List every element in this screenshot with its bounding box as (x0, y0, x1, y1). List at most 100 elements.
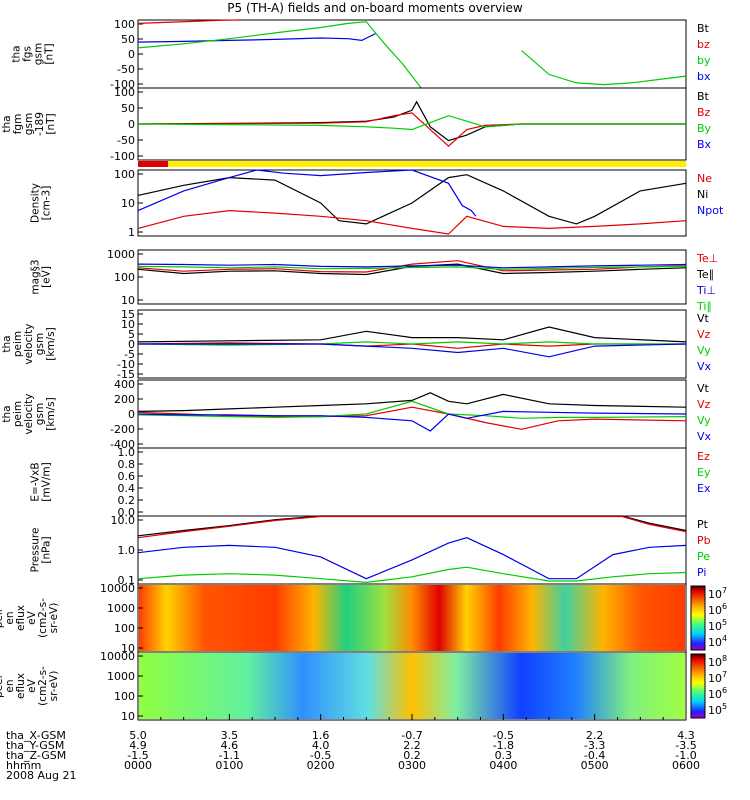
date-label: 2008 Aug 21 (6, 769, 76, 782)
legend-entry: Ex (697, 482, 711, 495)
ephemeris-value: -1.0 (675, 749, 696, 762)
ephemeris-value: 0200 (307, 759, 335, 772)
y-tick-label: -5 (124, 348, 135, 361)
ephemeris-value: 0100 (215, 759, 243, 772)
y-tick-label: 1000 (107, 248, 135, 261)
legend-entry: Vz (697, 398, 711, 411)
y-tick-label: 1 (128, 226, 135, 239)
y-tick-label: 50 (121, 33, 135, 46)
y-tick-label: 0 (128, 338, 135, 351)
y-tick-label: 50 (121, 102, 135, 115)
legend-entry: Ey (697, 466, 711, 479)
legend-entry: Npot (697, 204, 724, 217)
panel-frame (137, 19, 687, 89)
y-axis-label: E=-VxB[mV/m] (30, 462, 53, 501)
series-line-Pb (137, 515, 687, 539)
legend-entry: Pt (697, 518, 709, 531)
series-line-Ni (137, 174, 687, 225)
ephemeris-value: 4.0 (312, 739, 330, 752)
legend-entry: Ti∥ (696, 300, 712, 313)
y-tick-label: -100 (110, 78, 135, 91)
y-tick-label: 10 (121, 318, 135, 331)
ephemeris-value: 0.3 (495, 749, 513, 762)
y-axis-label: thapeerenefluxeV(cm2-s-sr-eV) (0, 666, 60, 706)
chart-title: P5 (TH-A) fields and on-board moments ov… (227, 1, 523, 15)
series-line-bz (137, 19, 239, 24)
legend-entry: Vy (697, 414, 711, 427)
series-line-Vy (137, 400, 687, 419)
series-line-Ti_par (137, 265, 687, 270)
spectrogram-image (139, 653, 685, 719)
colorbar (690, 585, 706, 651)
quality-bar-yellow (138, 161, 686, 167)
y-tick-label: 10000 (100, 650, 135, 663)
colorbar-tick-label: 107 (708, 586, 727, 601)
y-tick-label: 100 (114, 86, 135, 99)
series-line-Pt (137, 515, 687, 537)
legend-entry: bz (697, 38, 710, 51)
y-tick-label: -50 (117, 63, 135, 76)
legend-entry: Ne (697, 172, 712, 185)
y-axis-label: thafgmgsm-189[nT] (1, 112, 57, 136)
y-tick-label: 10 (121, 710, 135, 723)
y-tick-label: -100 (110, 150, 135, 163)
series-line-Vx (137, 410, 687, 432)
legend-entry: Vx (697, 430, 712, 443)
legend-entry: Ez (697, 450, 710, 463)
y-tick-label: 10 (121, 642, 135, 655)
series-line-Te_perp (137, 260, 687, 273)
quality-flag-bar (138, 161, 686, 167)
y-axis-label: Pressure[nPa] (30, 528, 53, 573)
y-tick-label: 1000 (107, 670, 135, 683)
ephemeris-label: tha_Y-GSM (6, 739, 64, 752)
y-axis-label: Density[cm-3] (30, 183, 53, 223)
legend-entry: Pe (697, 550, 710, 563)
series-line-By (137, 115, 686, 131)
legend-entry: Vx (697, 360, 712, 373)
ephemeris-value: 4.6 (221, 739, 239, 752)
y-tick-label: 1.0 (118, 446, 136, 459)
y-tick-label: 100 (114, 690, 135, 703)
panel-efield: 1.00.80.60.40.20.0 E=-VxB[mV/m] Ez Ey Ex (30, 446, 711, 519)
legend-entry: Bx (697, 138, 712, 151)
ephemeris-value: 5.0 (129, 729, 147, 742)
y-tick-label: 15 (121, 308, 135, 321)
ephemeris-value: -0.4 (584, 749, 605, 762)
legend-entry: Bt (697, 22, 710, 35)
y-tick-label: 0.1 (118, 574, 136, 587)
y-tick-label: 100 (114, 622, 135, 635)
legend-entry: Vz (697, 328, 711, 341)
ephemeris-label: tha_Z-GSM (6, 749, 66, 762)
y-tick-label: 0.0 (118, 506, 136, 519)
legend-entry: bx (697, 70, 711, 83)
y-tick-label: 200 (114, 393, 135, 406)
y-tick-label: -15 (117, 368, 135, 381)
y-tick-label: 0.6 (118, 470, 136, 483)
ephemeris-value: 0300 (398, 759, 426, 772)
y-tick-label: 100 (114, 271, 135, 284)
panel-frame (137, 379, 687, 449)
colorbar-tick-label: 106 (708, 602, 727, 617)
y-tick-label: 10 (121, 197, 135, 210)
panel-frame (137, 447, 687, 517)
panel-frame (137, 249, 687, 305)
ephemeris-value: -1.8 (493, 739, 514, 752)
ephemeris-value: -0.7 (401, 729, 422, 742)
legend-entry: Ni (697, 188, 708, 201)
ephemeris-value: -1.1 (219, 749, 240, 762)
ephemeris-value: 4.3 (677, 729, 695, 742)
ephemeris-value: -1.5 (127, 749, 148, 762)
y-tick-label: -400 (110, 438, 135, 451)
quality-bar-red (138, 161, 168, 167)
y-tick-label: -10 (117, 358, 135, 371)
y-axis-label: mag§3[eV] (30, 259, 53, 294)
y-tick-label: 10 (121, 294, 135, 307)
panel-density: 100 10 1 Density[cm-3] Ne Ni Npot (30, 168, 724, 239)
ephemeris-value: -3.3 (584, 739, 605, 752)
y-tick-label: 10.0 (111, 514, 136, 527)
ephemeris-value: 1.6 (312, 729, 330, 742)
panel-fgs: 100 50 0 -50 -100 thafgsgsm[nT] Bt bz by bx (11, 18, 711, 91)
